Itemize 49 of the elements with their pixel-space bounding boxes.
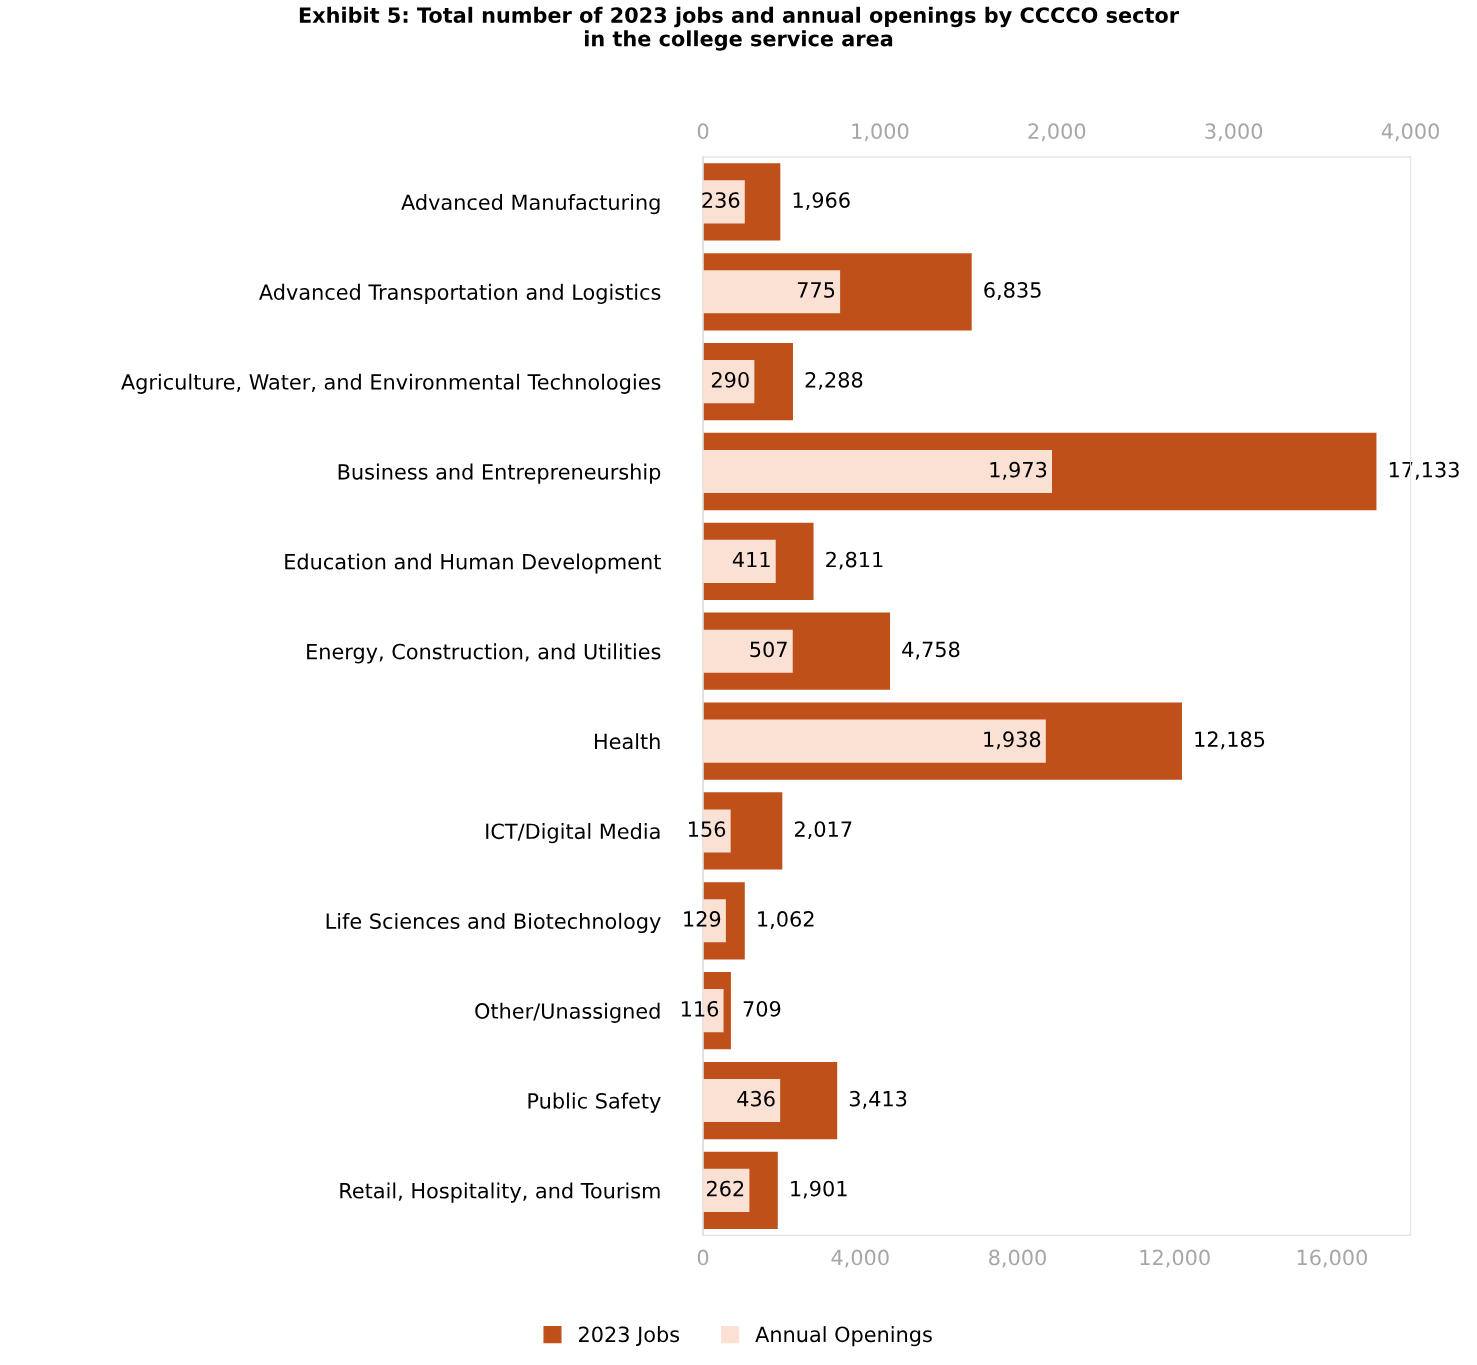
x-tick-label: 0 <box>697 1249 709 1266</box>
legend-label: Annual Openings <box>755 1326 932 1347</box>
x-tick-label: 4,000 <box>831 1249 889 1268</box>
data-label: 709 <box>743 1000 781 1017</box>
y-tick-label: Public Safety <box>528 1092 661 1113</box>
data-label: 4,758 <box>902 641 960 660</box>
y-tick-label: Energy, Construction, and Utilities <box>307 643 661 664</box>
data-label: 775 <box>797 282 835 298</box>
data-label: 6,835 <box>984 282 1041 300</box>
data-label: 1,973 <box>990 461 1047 480</box>
data-label: 2,288 <box>805 371 863 390</box>
y-tick-label: Other/Unassigned <box>475 1002 660 1023</box>
y-tick-label: Business and Entrepreneurship <box>338 463 661 484</box>
data-label: 411 <box>732 551 770 568</box>
x-tick-label: 16,000 <box>1297 1249 1367 1268</box>
data-label: 129 <box>684 911 721 927</box>
y-tick-label: Advanced Manufacturing <box>401 193 660 215</box>
x-tick-label: 8,000 <box>989 1249 1046 1268</box>
data-label: 2,017 <box>794 821 852 840</box>
data-label: 290 <box>711 371 749 388</box>
data-label: 17,133 <box>1389 461 1459 480</box>
x-tick-label: 12,000 <box>1140 1249 1210 1268</box>
y-tick-label: Education and Human Development <box>285 553 661 574</box>
data-label: 236 <box>702 192 740 208</box>
chart-title: Exhibit 5: Total number of 2023 jobs and annual openings by CCCCO sector in the college service area <box>299 6 1179 51</box>
data-label: 3,413 <box>849 1090 907 1109</box>
y-tick-label: Retail, Hospitality, and Tourism <box>340 1182 660 1203</box>
data-label: 12,185 <box>1195 731 1265 750</box>
x2-tick-label: 2,000 <box>1028 123 1086 142</box>
data-label: 156 <box>689 821 726 837</box>
y-tick-label: Health <box>595 733 660 750</box>
data-label: 1,966 <box>793 192 850 211</box>
data-label: 116 <box>681 1000 719 1017</box>
y-tick-label: Advanced Transportation and Logistics <box>259 283 661 305</box>
legend-label: 2023 Jobs <box>579 1326 680 1347</box>
y-tick-label: Agriculture, Water, and Environmental Technologies <box>121 373 661 394</box>
x2-tick-label: 1,000 <box>852 123 909 142</box>
x2-tick-label: 4,000 <box>1381 123 1439 142</box>
data-label: 507 <box>750 641 787 658</box>
data-label: 436 <box>737 1090 775 1107</box>
y-tick-label: ICT/Digital Media <box>486 823 660 844</box>
data-label: 262 <box>706 1180 744 1197</box>
data-label: 1,938 <box>984 731 1041 750</box>
data-label: 1,062 <box>758 911 814 929</box>
x2-tick-label: 0 <box>697 123 709 140</box>
data-label: 1,901 <box>791 1180 847 1199</box>
x2-tick-label: 3,000 <box>1205 123 1263 142</box>
data-label: 2,811 <box>826 551 883 570</box>
y-tick-label: Life Sciences and Biotechnology <box>326 912 661 934</box>
